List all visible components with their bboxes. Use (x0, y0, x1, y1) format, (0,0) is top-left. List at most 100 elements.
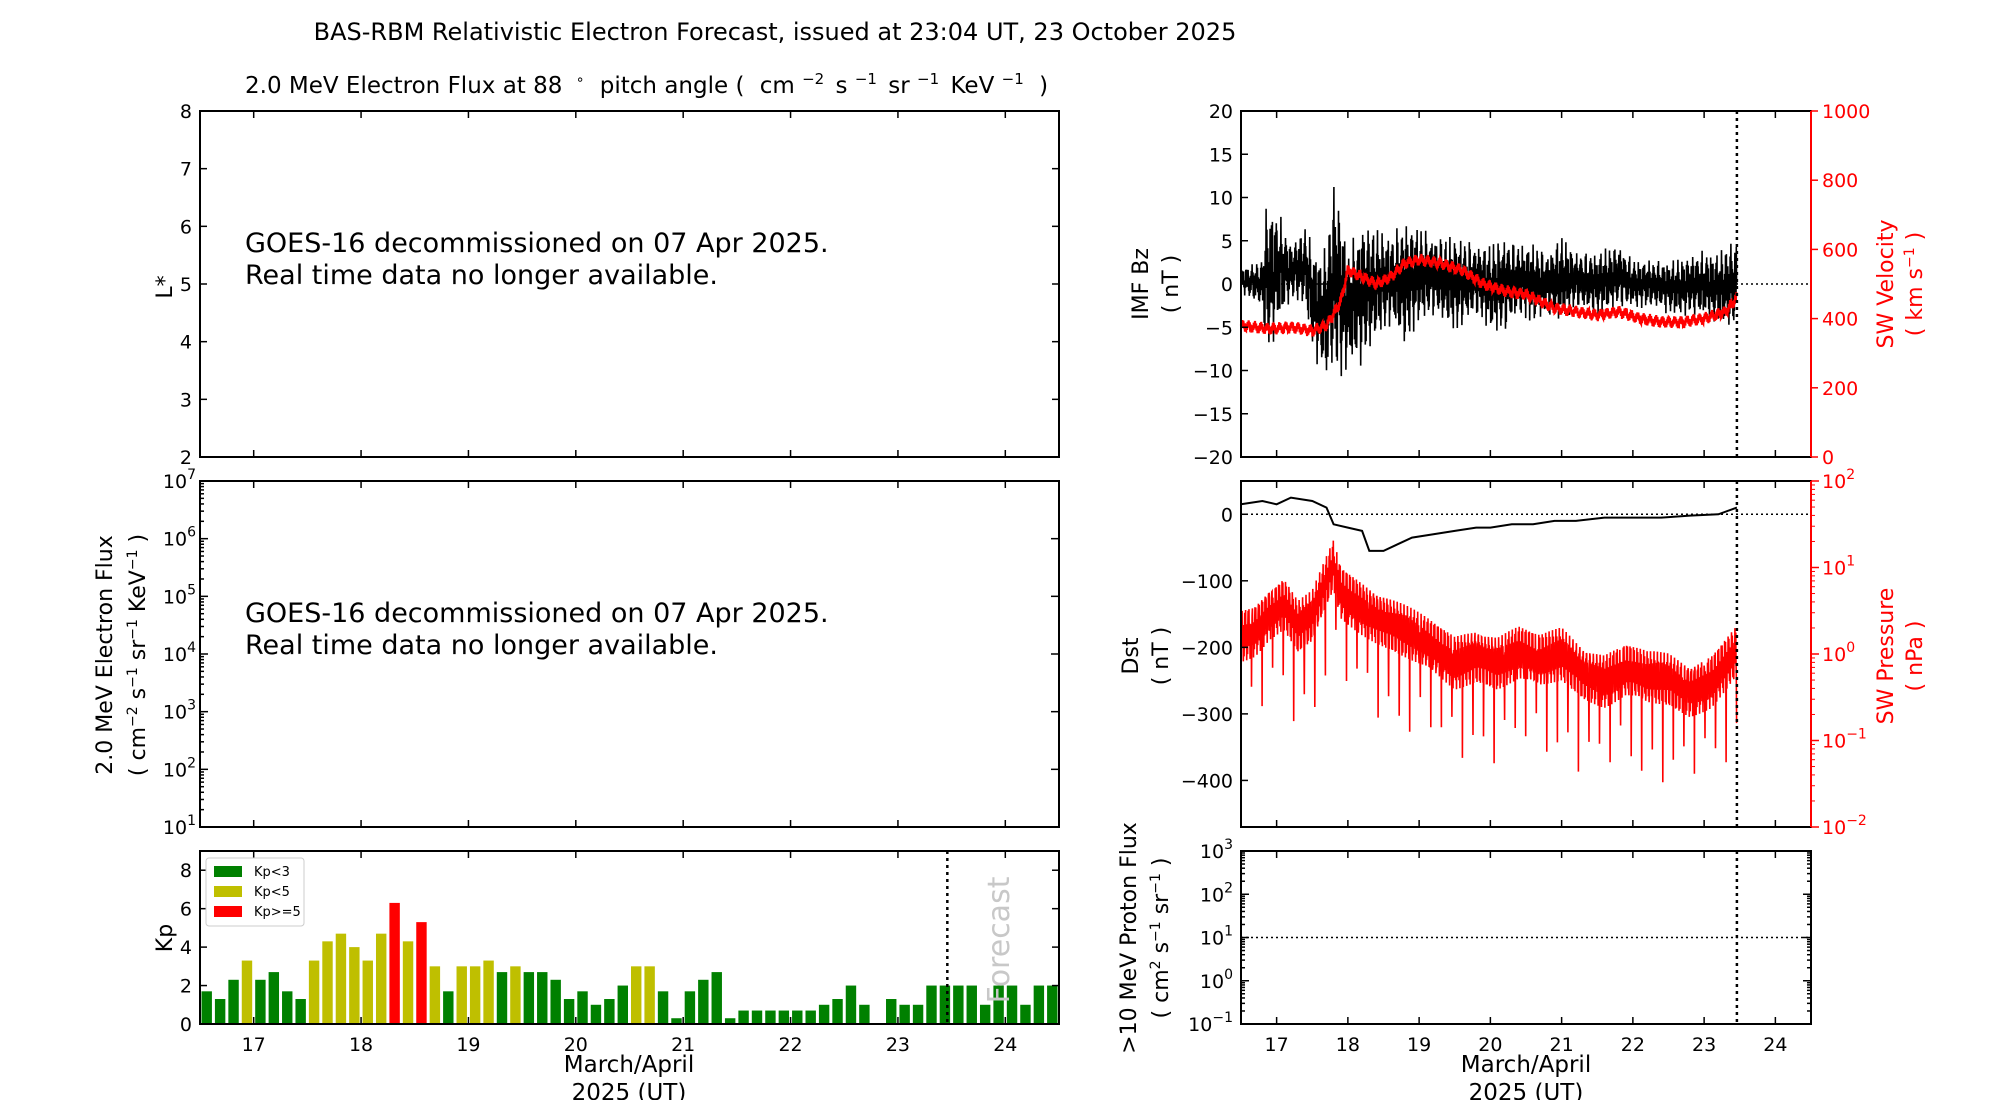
kp-bar (483, 960, 494, 1024)
kp-legend-mid: Kp<5 (254, 885, 290, 900)
kp-bar (698, 979, 709, 1024)
kp-legend-low: Kp<3 (254, 865, 290, 880)
proton-xtick-label-24: 24 (1763, 1034, 1787, 1056)
kp-bar (496, 972, 508, 1024)
imf-ytick-right-label-1000: 1000 (1822, 101, 1870, 123)
proton-ytick-label-0: 100 (1200, 967, 1233, 993)
kp-bar (993, 985, 1004, 1024)
kp-legend-swatch-high (214, 906, 242, 917)
eflux-ytick-label-1: 101 (163, 813, 196, 839)
proton-ylabel-line1: >10 MeV Proton Flux (1117, 822, 1142, 1054)
kp-bar (577, 991, 588, 1024)
kp-bar (295, 999, 306, 1024)
kp-bar (859, 1004, 870, 1024)
lstar-ytick-label-6: 6 (180, 216, 192, 238)
kp-forecast-label: Forecast (982, 876, 1017, 1003)
lstar-notice-line1: GOES-16 decommissioned on 07 Apr 2025. (245, 228, 829, 259)
lstar-ytick-label-5: 5 (180, 274, 192, 296)
dst-ytick-right-label-0: 100 (1822, 640, 1855, 666)
kp-bar (751, 1010, 763, 1024)
kp-ytick-label-8: 8 (180, 860, 192, 882)
kp-bar (912, 1004, 924, 1024)
kp-bar (282, 991, 293, 1024)
proton-xtick-label-21: 21 (1550, 1034, 1574, 1056)
imf-ytick-left-label--10: −10 (1193, 361, 1233, 383)
imf-ylabel-right-1: SW Velocity (1874, 219, 1899, 348)
kp-bar (241, 960, 253, 1024)
imf-ytick-right-label-600: 600 (1822, 239, 1858, 261)
proton-panel: 10−1 100 101 102 103 17 18 19 20 21 22 23 24 >10 Me… (1117, 822, 1812, 1100)
imf-bz-series (1240, 186, 1738, 377)
kp-bar (469, 966, 481, 1024)
kp-bars (201, 902, 1058, 1024)
kp-bar (510, 966, 521, 1024)
kp-bar (886, 999, 897, 1024)
kp-bar (939, 985, 951, 1024)
kp-bar (550, 979, 561, 1024)
sw-pressure-series (1240, 540, 1738, 783)
dst-ytick-left-label--400: −400 (1181, 770, 1233, 792)
eflux-ytick-label-7: 107 (163, 467, 196, 493)
kp-bar (268, 972, 280, 1024)
imf-ytick-right-label-200: 200 (1822, 378, 1858, 400)
dst-ytick-right-label-2: 102 (1822, 467, 1855, 493)
proton-x-ticks: 17 18 19 20 21 22 23 24 (1265, 851, 1787, 1056)
proton-y-ticks: 10−1 100 101 102 103 (1188, 837, 1811, 1036)
kp-bar (604, 999, 615, 1024)
dst-y-ticks-right: 10−2 10−1 100 101 102 (1810, 467, 1867, 839)
kp-y-ticks: 0 2 4 6 8 (180, 860, 1059, 1036)
kp-bar (416, 922, 427, 1024)
lstar-panel-title: 2.0 MeV Electron Flux at 88 ∘ pitch angl… (245, 64, 1048, 99)
kp-axes-frame (199, 850, 1060, 1025)
kp-bar (778, 1010, 790, 1024)
imf-ytick-left-label-20: 20 (1209, 101, 1233, 123)
imf-ytick-left-label-10: 10 (1209, 188, 1233, 210)
kp-bar (724, 1018, 736, 1024)
imf-ylabel-left-2: ( nT ) (1159, 255, 1184, 314)
kp-bar (966, 985, 977, 1024)
proton-ytick-label-3: 103 (1200, 837, 1233, 863)
kp-ytick-label-4: 4 (180, 937, 192, 959)
imf-ytick-right-label-0: 0 (1822, 447, 1834, 469)
kp-bar (765, 1010, 776, 1024)
kp-x-ticks: 17 18 19 20 21 22 23 24 (242, 851, 1017, 1056)
kp-bar (1020, 1004, 1031, 1024)
imf-y-ticks-left: −20 −15 −10 −5 0 5 10 15 20 (1193, 101, 1777, 469)
kp-bar (845, 985, 857, 1024)
kp-bar (375, 933, 387, 1024)
kp-bar (349, 947, 360, 1024)
kp-bar (362, 960, 373, 1024)
lstar-ytick-label-2: 2 (180, 447, 192, 469)
eflux-ytick-label-4: 104 (163, 640, 196, 666)
right-xlabel-line1: March/April (1461, 1052, 1591, 1078)
eflux-y-ticks: 101 102 103 104 105 106 107 (163, 467, 1059, 839)
kp-bar (308, 960, 320, 1024)
kp-bar (523, 972, 535, 1024)
imf-ytick-left-label-15: 15 (1209, 144, 1233, 166)
dst-ytick-left-label--100: −100 (1181, 571, 1233, 593)
kp-xtick-label-22: 22 (778, 1034, 802, 1056)
lstar-y-ticks: 2 3 4 5 6 7 8 (180, 101, 1059, 469)
kp-bar (590, 1004, 602, 1024)
imf-ytick-left-label-5: 5 (1221, 231, 1233, 253)
kp-bar (228, 979, 239, 1024)
lstar-ytick-label-8: 8 (180, 101, 192, 123)
left-xlabel-line1: March/April (564, 1052, 694, 1078)
kp-bar (537, 972, 548, 1024)
kp-bar (322, 941, 333, 1024)
imf-ytick-left-label--15: −15 (1193, 404, 1233, 426)
proton-xtick-label-17: 17 (1265, 1034, 1289, 1056)
eflux-panel: 101 102 103 104 105 106 107 2.0 MeV Electron F… (93, 467, 1060, 839)
kp-legend-swatch-low (214, 866, 242, 877)
kp-ytick-label-0: 0 (180, 1014, 192, 1036)
kp-bar (671, 1018, 682, 1024)
imf-ytick-left-label--20: −20 (1193, 447, 1233, 469)
lstar-ytick-label-3: 3 (180, 389, 192, 411)
kp-bar (657, 991, 669, 1024)
kp-bar (805, 1010, 816, 1024)
proton-ytick-label-1: 101 (1200, 924, 1233, 950)
kp-bar (711, 972, 722, 1024)
eflux-ytick-label-6: 106 (163, 525, 196, 551)
imf-ytick-left-label-0: 0 (1221, 274, 1233, 296)
kp-xtick-label-17: 17 (242, 1034, 266, 1056)
